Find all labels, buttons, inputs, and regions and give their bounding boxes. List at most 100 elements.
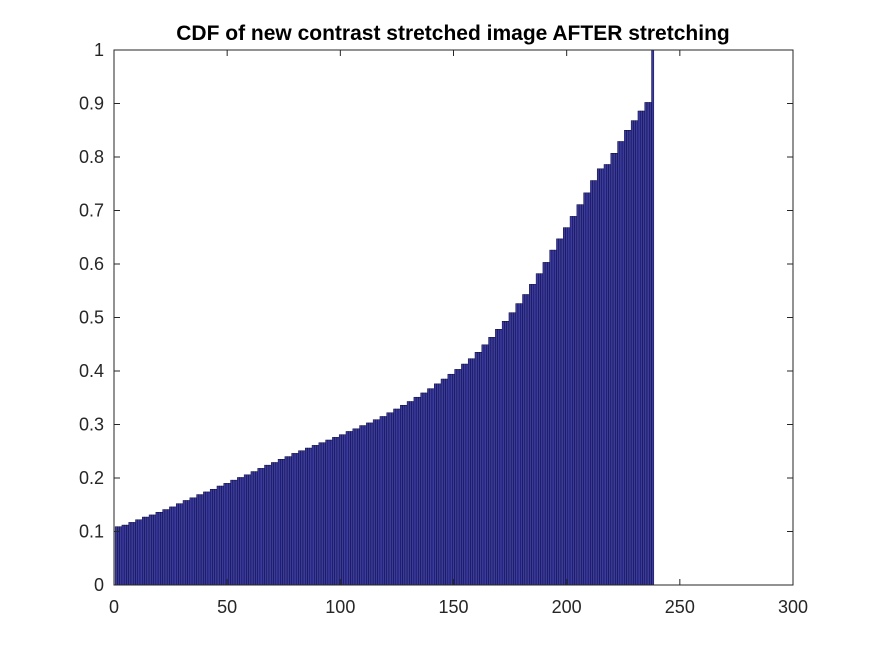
bar bbox=[214, 488, 218, 586]
bar bbox=[615, 153, 618, 586]
bar bbox=[234, 479, 238, 586]
bar bbox=[628, 130, 632, 586]
bar bbox=[228, 483, 231, 586]
bar bbox=[302, 450, 306, 586]
bar bbox=[533, 284, 537, 586]
bar bbox=[583, 192, 587, 586]
bar bbox=[637, 110, 641, 586]
bar bbox=[309, 447, 313, 586]
bar bbox=[307, 447, 311, 586]
bar bbox=[501, 320, 505, 586]
bar bbox=[479, 352, 483, 586]
bar bbox=[474, 352, 478, 586]
bar bbox=[128, 522, 132, 586]
bar bbox=[318, 442, 322, 586]
bar bbox=[352, 428, 356, 586]
axes-group: 0 50 100 150 200 250 300 0 0.1 0.2 0.3 0.4 0.5 0.6 0.7… bbox=[79, 40, 808, 617]
bar bbox=[504, 320, 507, 586]
bar bbox=[386, 412, 390, 586]
bar bbox=[157, 511, 161, 586]
bar bbox=[438, 383, 442, 586]
bar bbox=[259, 468, 263, 586]
bar bbox=[359, 425, 363, 586]
bar bbox=[472, 358, 476, 586]
bar bbox=[483, 344, 487, 586]
bar bbox=[517, 303, 521, 586]
bar bbox=[608, 164, 612, 586]
bar bbox=[447, 373, 451, 586]
bar bbox=[187, 500, 191, 586]
bar bbox=[535, 273, 539, 586]
bar bbox=[266, 464, 270, 586]
bar bbox=[295, 453, 299, 586]
bar bbox=[429, 388, 433, 586]
bar bbox=[243, 474, 247, 586]
bar bbox=[196, 494, 200, 586]
bar bbox=[599, 168, 602, 586]
bar bbox=[189, 497, 193, 586]
bar bbox=[363, 425, 367, 586]
bar bbox=[286, 456, 290, 586]
bar bbox=[291, 453, 295, 586]
bar bbox=[277, 459, 281, 586]
bar bbox=[402, 404, 406, 586]
bar bbox=[646, 102, 650, 586]
bar bbox=[440, 378, 444, 586]
bar bbox=[626, 130, 630, 586]
bar bbox=[137, 519, 141, 586]
bar bbox=[370, 422, 374, 586]
bar bbox=[594, 180, 598, 586]
bar bbox=[329, 439, 333, 586]
bar bbox=[606, 164, 609, 586]
bar bbox=[151, 514, 154, 586]
bar bbox=[538, 273, 541, 586]
x-tick-label: 300 bbox=[778, 597, 808, 617]
bar bbox=[481, 344, 485, 586]
bar bbox=[375, 419, 378, 586]
bar bbox=[544, 262, 548, 586]
bar bbox=[415, 396, 419, 586]
bar bbox=[153, 514, 157, 586]
bar bbox=[630, 120, 634, 586]
bar bbox=[372, 419, 376, 586]
bar bbox=[576, 204, 580, 586]
bar bbox=[221, 485, 225, 586]
bar bbox=[178, 503, 182, 586]
y-tick-label: 0.6 bbox=[79, 254, 104, 274]
bar bbox=[316, 445, 320, 586]
bar bbox=[424, 392, 428, 586]
bar bbox=[458, 369, 462, 586]
bar bbox=[549, 249, 553, 586]
bar bbox=[633, 120, 636, 586]
bar bbox=[336, 437, 340, 586]
bar bbox=[230, 479, 234, 586]
y-tick-label: 0 bbox=[94, 575, 104, 595]
bar bbox=[635, 120, 639, 586]
bar bbox=[513, 312, 516, 586]
bar bbox=[338, 434, 342, 586]
bar bbox=[180, 503, 184, 586]
bar bbox=[135, 519, 139, 586]
bar bbox=[406, 401, 410, 586]
bar bbox=[477, 352, 480, 586]
chart-title: CDF of new contrast stretched image AFTE… bbox=[176, 22, 729, 45]
bar bbox=[391, 412, 394, 586]
bar bbox=[205, 491, 209, 586]
bar bbox=[121, 524, 125, 586]
bar bbox=[610, 153, 614, 586]
bar bbox=[314, 445, 317, 586]
bar bbox=[587, 192, 591, 586]
bar bbox=[612, 153, 616, 586]
bar bbox=[644, 102, 648, 586]
bar bbox=[200, 494, 204, 586]
bar bbox=[350, 431, 354, 586]
bar bbox=[275, 462, 279, 586]
bar bbox=[404, 404, 408, 586]
bar bbox=[639, 110, 643, 586]
bar bbox=[293, 453, 297, 586]
bar bbox=[649, 102, 652, 586]
bar bbox=[542, 262, 546, 586]
bar bbox=[490, 337, 494, 586]
bar bbox=[456, 369, 460, 586]
bar bbox=[547, 262, 550, 586]
